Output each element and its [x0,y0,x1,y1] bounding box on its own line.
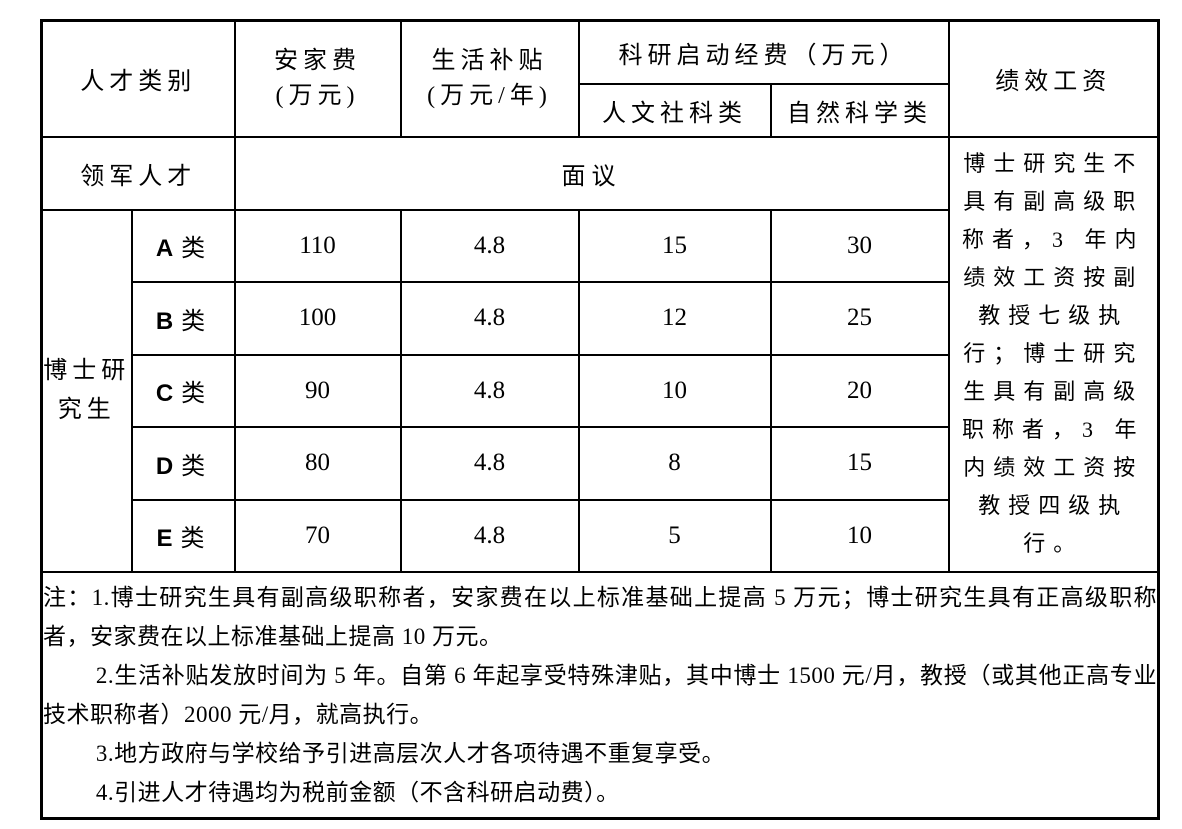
header-row-1: 人才类别 安家费 (万元) 生活补贴 (万元/年) 科研启动经费（万元） 绩效工… [40,19,1160,138]
header-settling-allowance: 安家费 (万元) [233,19,402,138]
notes-row: 注：1.博士研究生具有副高级职称者，安家费在以上标准基础上提高 5 万元；博士研… [40,570,1160,820]
living-subsidy-value: 4.8 [399,208,580,283]
performance-policy-text: 博士研究生不具有副高级职称者，3 年内绩效工资按副教授七级执行；博士研究生具有副… [947,135,1160,573]
humanities-fund-value: 5 [577,498,772,573]
settling-allowance-value: 90 [233,353,402,428]
living-subsidy-value: 4.8 [399,425,580,501]
header-living-subsidy-title: 生活补贴 [431,47,548,74]
category-letter: C [155,380,174,407]
category-suffix: 类 [181,308,211,335]
natural-fund-value: 20 [769,353,950,428]
note-4: 4.引进人才待遇均为税前金额（不含科研启动费）。 [95,779,620,805]
header-humanities-fund: 人文社科类 [577,82,772,138]
note-1: 注：1.博士研究生具有副高级职称者，安家费在以上标准基础上提高 5 万元；博士研… [43,584,1157,649]
header-row-2: 人文社科类 自然科学类 [42,82,1159,138]
category-suffix: 类 [181,236,211,262]
category-letter: D [155,452,174,480]
settling-allowance-value: 70 [233,498,402,573]
note-2: 2.生活补贴发放时间为 5 年。自第 6 年起享受特殊津贴，其中博士 1500 … [43,662,1157,727]
natural-fund-value: 25 [769,280,950,356]
doctor-group-label: 博士研究生 [40,208,133,573]
humanities-fund-value: 8 [577,425,772,501]
note-3: 3.地方政府与学校给予引进高层次人才各项待遇不重复享受。 [95,740,726,766]
natural-fund-value: 15 [769,425,950,501]
category-suffix: 类 [180,526,210,552]
category-letter: E [156,525,173,552]
header-settling-allowance-title: 安家费 [274,47,361,74]
category-letter: A [155,235,174,262]
talent-benefits-document: 人才类别 安家费 (万元) 生活补贴 (万元/年) 科研启动经费（万元） 绩效工… [40,19,1160,820]
settling-allowance-value: 110 [233,208,402,283]
category-suffix: 类 [181,381,211,407]
natural-fund-value: 10 [769,498,950,573]
category-letter: B [155,307,174,335]
header-living-subsidy-unit: (万元/年) [427,82,552,109]
natural-fund-value: 30 [769,208,950,283]
settling-allowance-value: 100 [233,280,402,356]
notes-cell: 注：1.博士研究生具有副高级职称者，安家费在以上标准基础上提高 5 万元；博士研… [40,570,1160,820]
header-talent-category: 人才类别 [40,19,236,138]
leader-value-negotiable: 面议 [233,135,950,211]
talent-benefits-table: 人才类别 安家费 (万元) 生活补贴 (万元/年) 科研启动经费（万元） 绩效工… [40,19,1160,820]
living-subsidy-value: 4.8 [399,498,580,573]
leader-row: 领军人才 面议 博士研究生不具有副高级职称者，3 年内绩效工资按副教授七级执行；… [40,135,1160,573]
humanities-fund-value: 15 [577,208,772,283]
category-suffix: 类 [181,453,211,480]
header-living-subsidy: 生活补贴 (万元/年) [399,19,580,138]
header-natural-fund: 自然科学类 [769,82,950,138]
header-settling-allowance-unit: (万元) [275,82,360,109]
header-research-fund: 科研启动经费（万元） [577,19,950,85]
header-performance-salary: 绩效工资 [947,19,1160,138]
leader-label: 领军人才 [40,135,236,211]
living-subsidy-value: 4.8 [399,280,580,356]
living-subsidy-value: 4.8 [399,353,580,428]
settling-allowance-value: 80 [233,425,402,501]
humanities-fund-value: 10 [577,353,772,428]
humanities-fund-value: 12 [577,280,772,356]
